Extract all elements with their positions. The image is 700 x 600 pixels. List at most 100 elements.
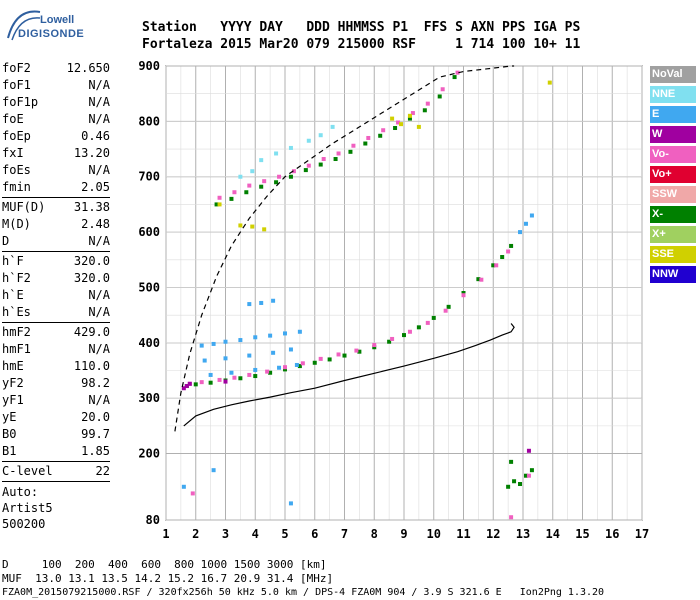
echo-point	[312, 360, 317, 365]
param-value: 31.38	[73, 200, 110, 214]
legend-item-nnw: NNW	[650, 266, 696, 283]
param-name: hmF1	[2, 342, 31, 356]
autoscaling-info: Auto: Artist5 500200	[2, 484, 53, 532]
param-value: 429.0	[73, 325, 110, 339]
echo-point	[342, 353, 347, 358]
echo-point	[506, 484, 511, 489]
echo-point	[181, 484, 186, 489]
echo-point	[187, 381, 192, 386]
echo-point	[318, 162, 323, 167]
echo-point	[348, 149, 353, 154]
x-tick-label: 4	[252, 527, 259, 541]
separator	[2, 251, 110, 252]
legend-item-ssw: SSW	[650, 186, 696, 203]
echo-point	[288, 145, 293, 150]
echo-point	[217, 202, 222, 207]
echo-point	[357, 349, 362, 354]
param-name: B0	[2, 427, 17, 441]
echo-point	[455, 70, 460, 75]
echo-point	[208, 372, 213, 377]
echo-point	[297, 364, 302, 369]
echo-point	[452, 75, 457, 80]
logo-line1: Lowell	[40, 14, 75, 26]
param-value: 99.7	[81, 427, 110, 441]
echo-point	[244, 190, 249, 195]
param-value: N/A	[88, 234, 110, 248]
param-value: N/A	[88, 163, 110, 177]
echo-point	[518, 482, 523, 487]
echo-point	[500, 255, 505, 260]
param-value: N/A	[88, 305, 110, 319]
echo-point	[214, 202, 219, 207]
echo-point	[410, 111, 415, 116]
logo-line2: DIGISONDE	[18, 28, 85, 40]
x-tick-label: 5	[281, 527, 288, 541]
y-tick-label: 700	[138, 170, 160, 184]
echo-point	[372, 343, 377, 348]
legend-item-noval: NoVal	[650, 66, 696, 83]
echo-point	[547, 80, 552, 85]
echo-point	[199, 380, 204, 385]
param-value: N/A	[88, 342, 110, 356]
param-name: foF1p	[2, 95, 39, 109]
echo-point	[523, 473, 528, 478]
param-row: hmF2 429.0	[2, 324, 110, 341]
param-value: N/A	[88, 95, 110, 109]
param-row: fmin 2.05	[2, 179, 110, 196]
echo-point	[318, 356, 323, 361]
echo-point	[283, 331, 287, 336]
echo-point	[437, 94, 442, 99]
param-value: 20.0	[81, 410, 110, 424]
auto-program: Artist5	[2, 501, 53, 515]
echo-point	[381, 128, 386, 133]
param-value: 0.46	[81, 129, 110, 143]
y-tick-label: 300	[138, 391, 160, 405]
param-name: yF2	[2, 376, 24, 390]
param-row: foEp 0.46	[2, 128, 110, 145]
echo-point	[283, 367, 287, 372]
param-row: h`E N/A	[2, 287, 110, 304]
param-name: foF2	[2, 61, 31, 75]
echo-point	[526, 448, 531, 453]
echo-point	[253, 374, 258, 379]
param-value: 22	[95, 464, 110, 478]
echo-point	[327, 357, 332, 362]
echo-point	[529, 213, 534, 218]
param-name: MUF(D)	[2, 200, 46, 214]
echo-point	[291, 169, 296, 174]
echo-point	[354, 348, 359, 353]
x-tick-label: 3	[222, 527, 229, 541]
param-name: h`E	[2, 288, 24, 302]
echo-point	[529, 468, 534, 473]
echo-point	[425, 320, 430, 325]
echo-point	[306, 163, 311, 168]
echo-point	[208, 380, 213, 385]
param-row: h`Es N/A	[2, 304, 110, 321]
echo-point	[262, 179, 267, 184]
param-value: 1.85	[81, 444, 110, 458]
x-tick-label: 14	[546, 527, 560, 541]
echo-point	[378, 133, 383, 138]
legend-item-w: W	[650, 126, 696, 143]
param-name: fxI	[2, 146, 24, 160]
x-tick-label: 12	[486, 527, 500, 541]
echo-point	[181, 386, 186, 391]
echo-point	[351, 143, 356, 148]
param-row: M(D) 2.48	[2, 216, 110, 233]
auto-version: 500200	[2, 517, 46, 531]
echo-point	[238, 376, 243, 381]
param-row: foF1 N/A	[2, 77, 110, 94]
echo-point	[303, 168, 308, 173]
lowell-digisonde-logo: Lowell DIGISONDE	[2, 4, 84, 44]
echo-point	[300, 361, 305, 366]
legend-item-e: E	[650, 106, 696, 123]
y-tick-label: 80	[146, 513, 160, 527]
x-tick-label: 8	[371, 527, 378, 541]
param-value: 2.05	[81, 180, 110, 194]
param-row: yF2 98.2	[2, 375, 110, 392]
param-value: 2.48	[81, 217, 110, 231]
echo-point	[390, 116, 395, 121]
param-name: fmin	[2, 180, 31, 194]
echo-point	[526, 473, 531, 478]
